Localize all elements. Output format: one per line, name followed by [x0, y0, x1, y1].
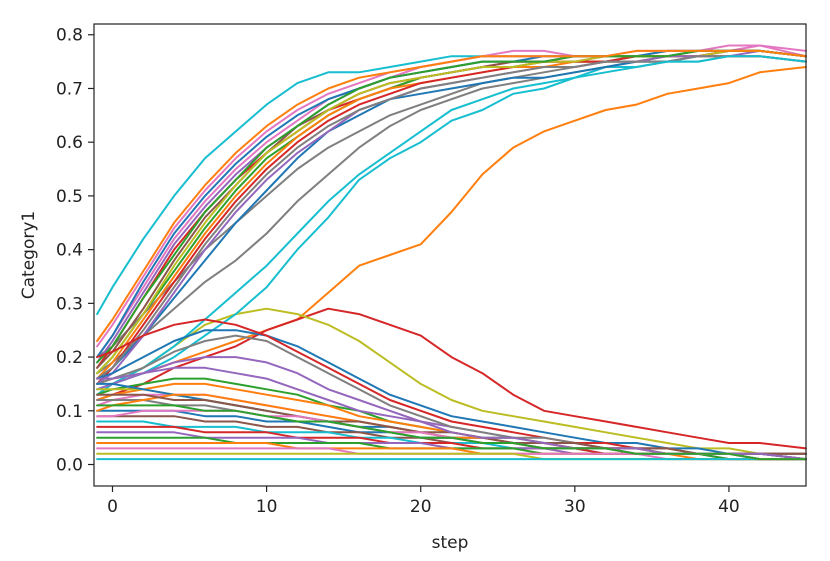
- y-tick-label: 0.3: [56, 294, 83, 314]
- y-axis-ticks: 0.0 0.1 0.2 0.3 0.4 0.5 0.6 0.7 0.8: [56, 26, 94, 476]
- plot-frame: [93, 23, 807, 487]
- y-tick-label: 0.5: [56, 187, 83, 207]
- series-layer: [96, 44, 807, 461]
- x-axis-ticks: 0 10 20 30 40: [107, 486, 740, 517]
- x-tick-label: 40: [718, 497, 740, 517]
- series-line-run-02: [96, 66, 807, 385]
- y-tick-label: 0.2: [56, 348, 83, 368]
- x-tick-label: 0: [107, 497, 118, 517]
- series-line-run-45: [96, 393, 807, 455]
- x-axis-label: step: [432, 533, 469, 553]
- y-tick-label: 0.8: [56, 26, 83, 46]
- series-line-run-21: [96, 49, 807, 342]
- plot-area-background: [94, 24, 806, 486]
- series-line-run-23: [96, 55, 807, 396]
- y-tick-label: 0.6: [56, 133, 83, 153]
- x-tick-label: 10: [256, 497, 278, 517]
- y-tick-label: 0.4: [56, 241, 83, 261]
- y-axis-label: Category1: [19, 211, 39, 299]
- y-tick-label: 0.0: [56, 456, 83, 476]
- y-tick-label: 0.1: [56, 402, 83, 422]
- x-tick-label: 30: [564, 497, 586, 517]
- series-line-run-48: [96, 404, 807, 461]
- series-line-run-04: [96, 307, 807, 455]
- series-line-run-20: [96, 49, 807, 364]
- y-tick-label: 0.7: [56, 79, 83, 99]
- x-tick-label: 20: [410, 497, 432, 517]
